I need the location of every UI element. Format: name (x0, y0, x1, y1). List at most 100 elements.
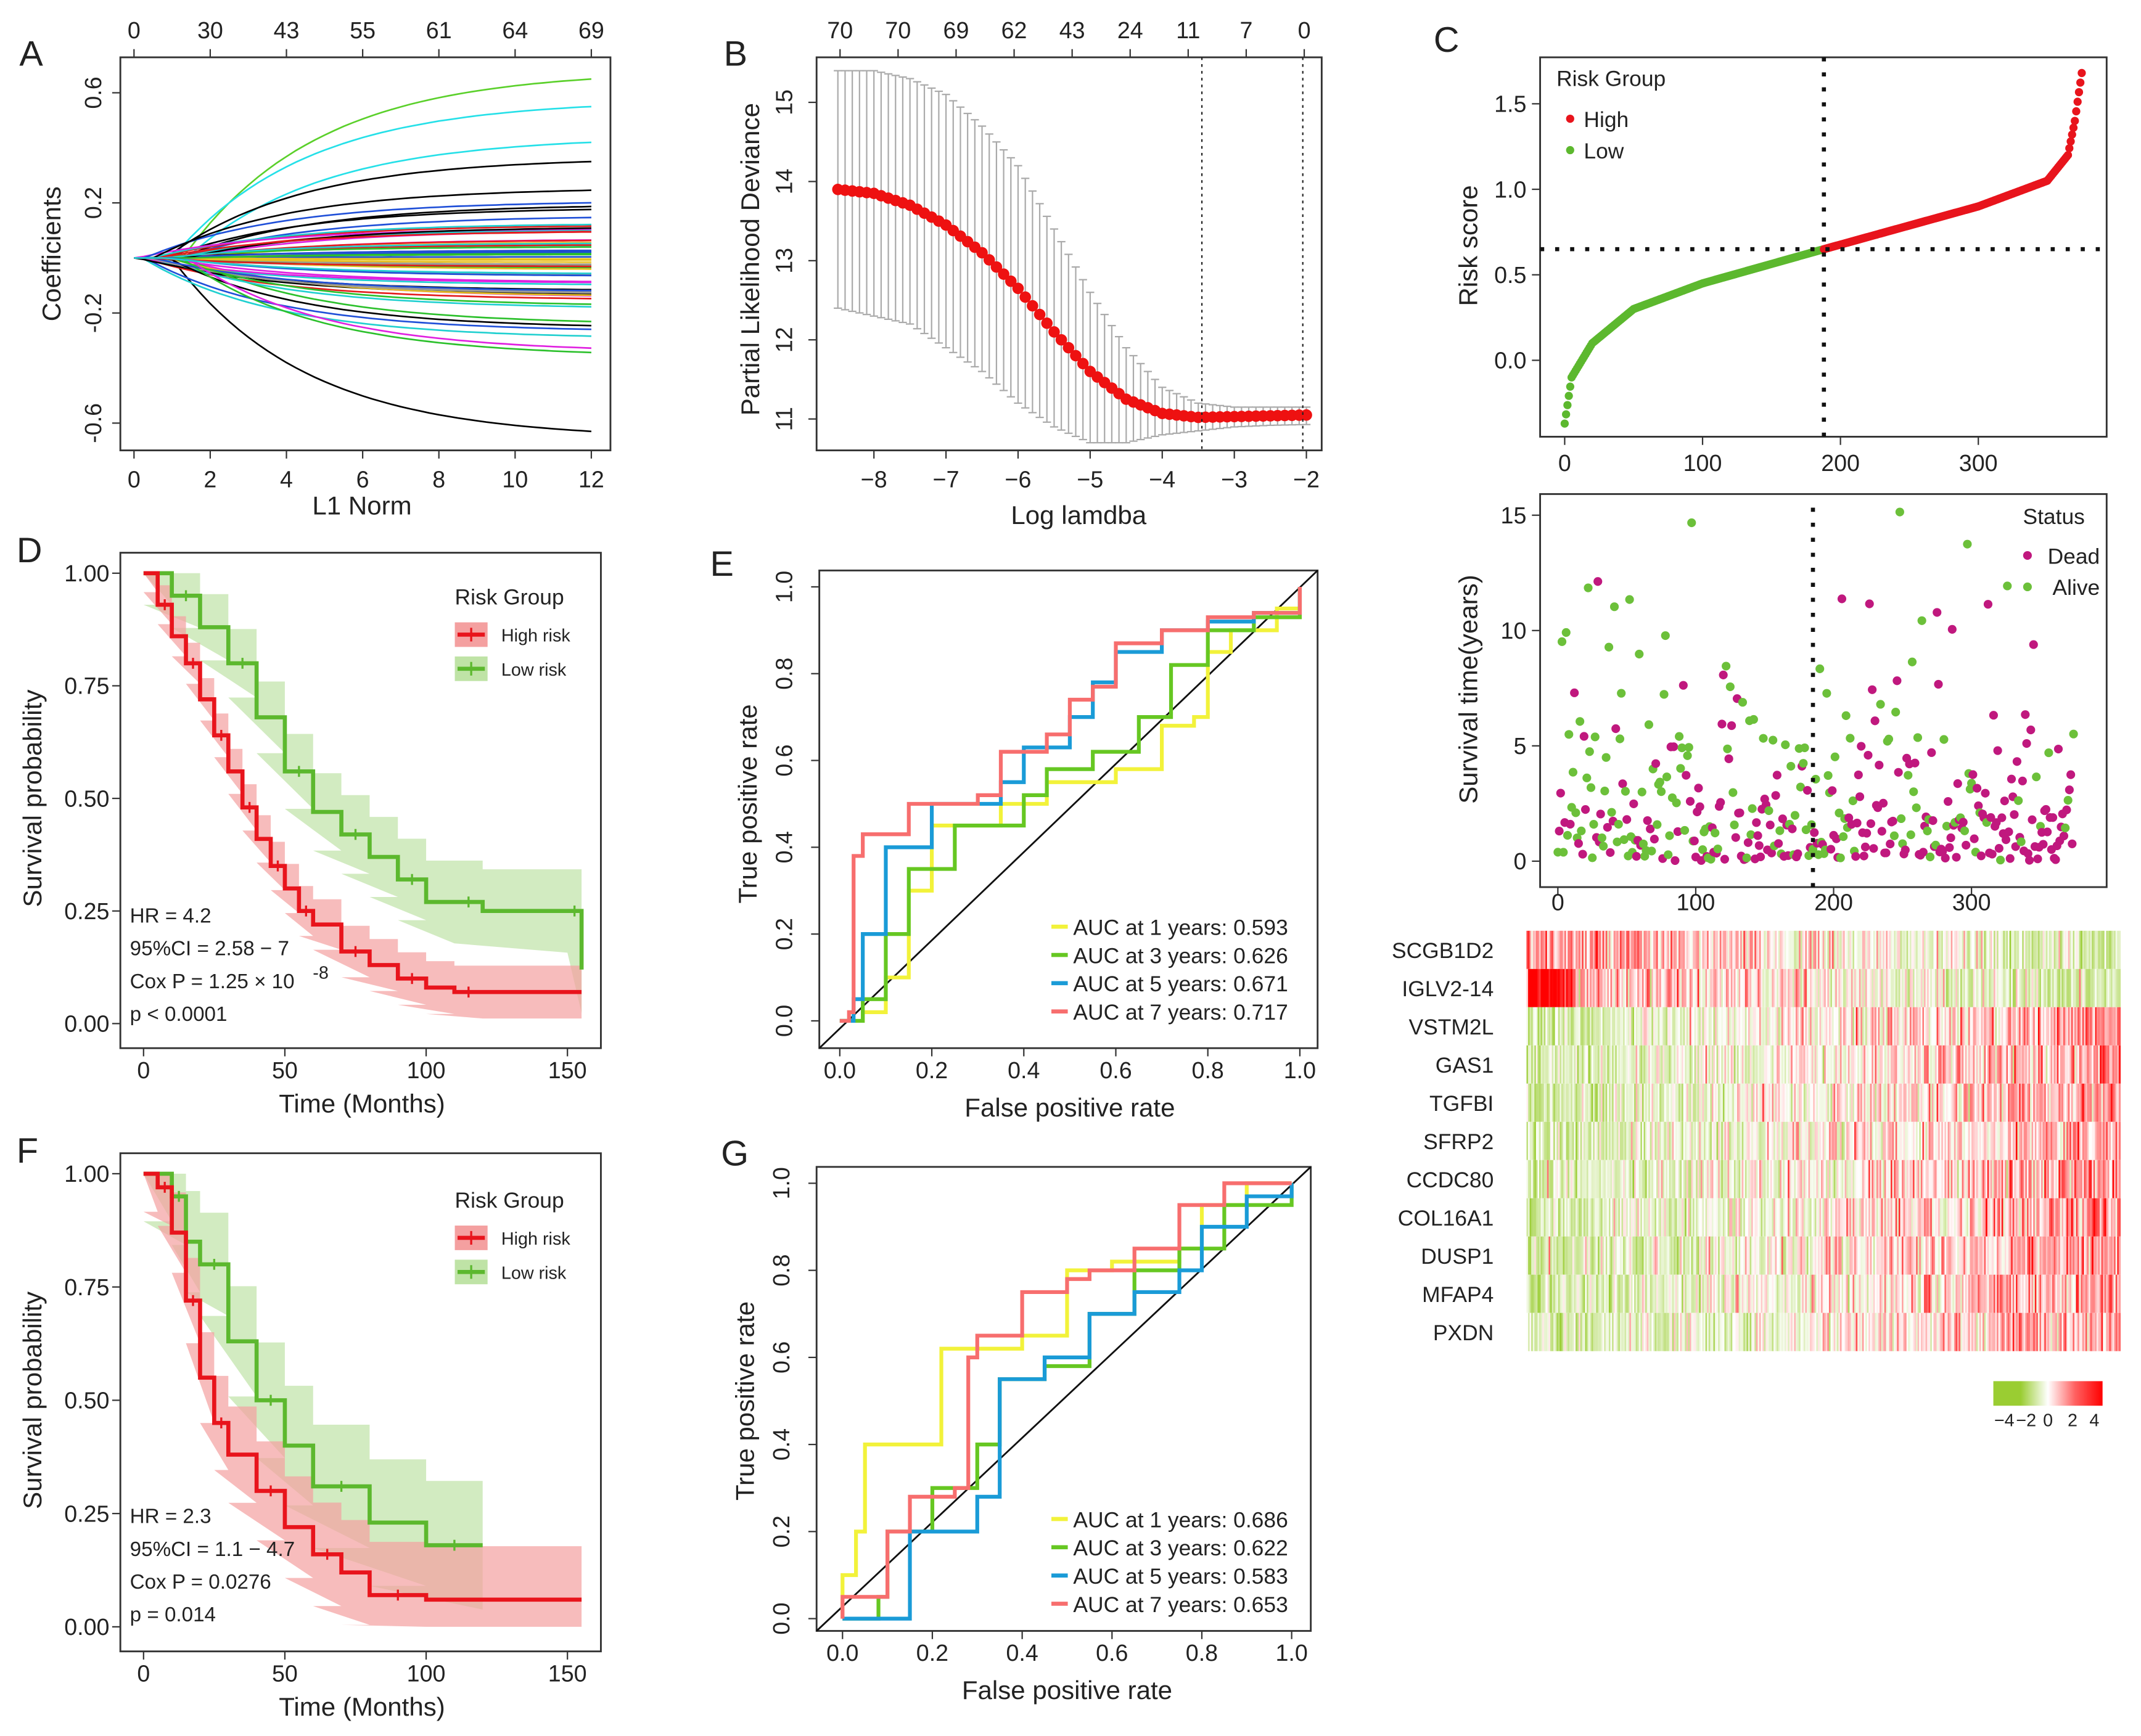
heatmap-cell (2073, 1083, 2075, 1122)
heatmap-cell (1846, 968, 1849, 1007)
heatmap-cell (1749, 1121, 1752, 1160)
y-tick-label: -0.2 (80, 293, 106, 333)
heatmap-cell (1886, 1083, 1888, 1122)
heatmap-cell (2084, 1007, 2086, 1046)
heatmap-cell (1920, 1198, 1923, 1237)
heatmap-cell (1725, 1007, 1728, 1046)
heatmap-cell (1817, 1007, 1820, 1046)
heatmap-cell (1794, 1007, 1796, 1046)
heatmap-cell (1764, 1236, 1766, 1275)
heatmap-cell (1560, 1274, 1562, 1313)
heatmap-cell (1965, 1274, 1968, 1313)
heatmap-cell (1962, 1198, 1964, 1237)
heatmap-cell (1531, 1007, 1534, 1046)
heatmap-cell (1819, 1274, 1822, 1313)
heatmap-cell (1844, 1083, 1847, 1122)
heatmap-cell (1656, 1236, 1659, 1275)
heatmap-cell (1686, 1274, 1689, 1313)
heatmap-cell (1696, 1236, 1698, 1275)
heatmap-cell (1785, 1121, 1787, 1160)
heatmap-cell (1539, 1045, 1542, 1084)
risk-point (1560, 419, 1569, 428)
heatmap-cell (1735, 1198, 1738, 1237)
heatmap-cell (1835, 1045, 1838, 1084)
heatmap-cell (1965, 1083, 1968, 1122)
heatmap-cell (1563, 1007, 1565, 1046)
heatmap-cell (1685, 968, 1687, 1007)
heatmap-cell (1694, 1121, 1696, 1160)
dead-point (2066, 770, 2076, 779)
heatmap-cell (1574, 1083, 1576, 1122)
heatmap-cell (2050, 930, 2053, 969)
heatmap-cell (2014, 930, 2016, 969)
heatmap-cell (1689, 968, 1692, 1007)
heatmap-cell (1836, 968, 1839, 1007)
heatmap-cell (1531, 1274, 1534, 1313)
heatmap-cell (1841, 1007, 1844, 1046)
heatmap-cell (1816, 1083, 1818, 1122)
heatmap-cell (2055, 1007, 2058, 1046)
heatmap-cell (1900, 1274, 1902, 1313)
heatmap-cell (1785, 1198, 1787, 1237)
heatmap-cell (1817, 1121, 1820, 1160)
heatmap-cell (1824, 1121, 1827, 1160)
heatmap-cell (1881, 1198, 1883, 1237)
alive-point (1653, 820, 1662, 829)
heatmap-cell (1548, 1274, 1551, 1313)
heatmap-cell (2073, 968, 2075, 1007)
heatmap-cell (1889, 1160, 1891, 1198)
heatmap-cell (1880, 930, 1882, 969)
heatmap-cell (1849, 1007, 1852, 1046)
heatmap-cell (1661, 1121, 1663, 1160)
legend-title: Status (2023, 504, 2084, 529)
heatmap-cell (1778, 1160, 1780, 1198)
heatmap-cell (1883, 1160, 1885, 1198)
heatmap-cell (1560, 1198, 1562, 1237)
heatmap-cell (1662, 1045, 1665, 1084)
heatmap-cell (1852, 1121, 1855, 1160)
heatmap-cell (2003, 1160, 2005, 1198)
heatmap-cell (1867, 1160, 1869, 1198)
heatmap-cell (1691, 1045, 1693, 1084)
heatmap-cell (1653, 930, 1656, 969)
heatmap-cell (2106, 1274, 2108, 1313)
heatmap-cell (1827, 1121, 1830, 1160)
alive-point (1659, 690, 1669, 699)
heatmap-cell (2022, 930, 2024, 969)
heatmap-cell (1775, 1007, 1777, 1046)
alive-point (1713, 844, 1722, 854)
heatmap-cell (2042, 1121, 2045, 1160)
heatmap-cell (1662, 1198, 1665, 1237)
heatmap-cell (1952, 1121, 1955, 1160)
heatmap-cell (1724, 1274, 1727, 1313)
heatmap-cell (1788, 1274, 1790, 1313)
heatmap-cell (1941, 1236, 1944, 1275)
heatmap-cell (1682, 1274, 1684, 1313)
heatmap-cell (1730, 1236, 1733, 1275)
heatmap-cell (1990, 968, 1993, 1007)
heatmap-cell (1615, 968, 1617, 1007)
heatmap-cell (2006, 1121, 2008, 1160)
heatmap-cell (1629, 1198, 1632, 1237)
heatmap-cell (1886, 1045, 1888, 1084)
heatmap-cell (1880, 1274, 1882, 1313)
heatmap-cell (1892, 968, 1894, 1007)
heatmap-cell (1799, 1121, 1801, 1160)
heatmap-cell (1738, 930, 1741, 969)
heatmap-cell (1922, 930, 1925, 969)
risk-point (2076, 78, 2085, 87)
alive-point (1769, 735, 1778, 745)
heatmap-cell (1939, 1236, 1942, 1275)
heatmap-cell (1659, 1274, 1662, 1313)
heatmap-cell (1700, 1274, 1703, 1313)
heatmap-cell (1632, 1083, 1635, 1122)
heatmap-cell (1803, 1160, 1806, 1198)
heatmap-cell (1928, 1083, 1931, 1122)
heatmap-cell (1825, 1045, 1828, 1084)
alive-point (1876, 700, 1885, 709)
heatmap-cell (1794, 1236, 1796, 1275)
heatmap-cell (1846, 1007, 1849, 1046)
heatmap-cell (1913, 1083, 1915, 1122)
alive-point (1841, 711, 1851, 720)
heatmap-cell (1568, 1160, 1570, 1198)
